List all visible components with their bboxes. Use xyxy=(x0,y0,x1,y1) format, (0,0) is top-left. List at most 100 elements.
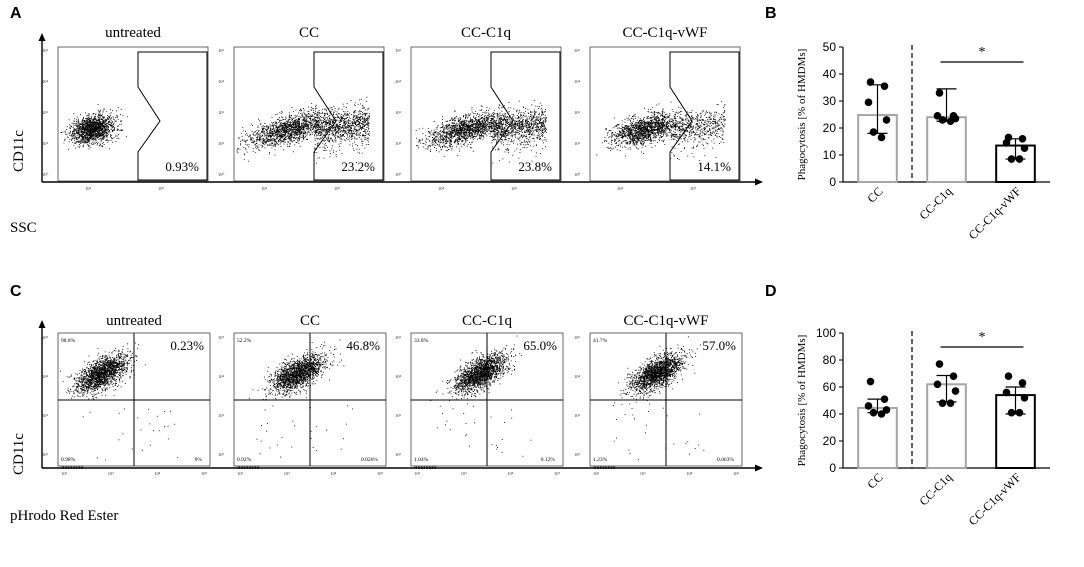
event-dot xyxy=(298,137,300,139)
event-dot xyxy=(261,146,263,148)
event-dot xyxy=(350,126,352,128)
event-dot xyxy=(262,138,264,140)
event-dot xyxy=(339,130,341,132)
event-dot xyxy=(259,150,261,151)
event-dot xyxy=(317,111,319,113)
event-dot xyxy=(84,140,86,142)
event-dot xyxy=(102,123,104,124)
event-dot xyxy=(93,126,95,128)
event-dot xyxy=(440,134,442,135)
event-dot xyxy=(309,134,311,136)
event-dot xyxy=(486,115,488,116)
event-dot xyxy=(475,132,477,134)
event-dot xyxy=(92,138,94,140)
event-dot xyxy=(425,144,427,146)
event-dot xyxy=(85,118,87,120)
event-dot xyxy=(491,131,493,133)
event-dot xyxy=(320,124,322,125)
event-dot xyxy=(351,138,353,140)
event-dot xyxy=(293,120,295,122)
event-dot xyxy=(86,130,88,131)
event-dot xyxy=(299,129,301,131)
event-dot xyxy=(329,134,331,135)
event-dot xyxy=(101,114,103,116)
event-dot xyxy=(449,133,450,135)
event-dot xyxy=(472,129,474,131)
event-dot xyxy=(318,120,319,121)
event-dot xyxy=(281,125,283,126)
event-dot xyxy=(308,124,310,126)
event-dot xyxy=(93,123,94,125)
event-dot xyxy=(252,132,254,134)
event-dot xyxy=(78,137,80,139)
event-dot xyxy=(68,119,70,121)
event-dot xyxy=(341,116,343,117)
event-dot xyxy=(104,121,106,123)
event-dot xyxy=(273,138,275,139)
event-dot xyxy=(289,134,291,136)
event-dot xyxy=(292,131,294,133)
event-dot xyxy=(298,124,300,126)
event-dot xyxy=(81,138,83,140)
event-dot xyxy=(101,129,103,130)
event-dot xyxy=(86,141,88,143)
event-dot xyxy=(97,127,99,129)
event-dot xyxy=(288,130,290,132)
event-dot xyxy=(300,125,302,127)
event-dot xyxy=(335,132,337,134)
event-dot xyxy=(92,125,94,126)
event-dot xyxy=(355,133,357,134)
event-dot xyxy=(290,135,292,137)
event-dot xyxy=(106,133,107,135)
event-dot xyxy=(331,106,333,108)
event-dot xyxy=(451,118,453,120)
event-dot xyxy=(464,130,465,132)
event-dot xyxy=(337,117,339,118)
event-dot xyxy=(475,127,477,129)
event-dot xyxy=(465,114,467,116)
event-dot xyxy=(318,115,320,117)
event-dot xyxy=(90,131,91,132)
event-dot xyxy=(314,138,316,139)
event-dot xyxy=(364,126,365,127)
event-dot xyxy=(79,129,81,131)
event-dot xyxy=(93,118,95,120)
event-dot xyxy=(472,139,474,140)
event-dot xyxy=(467,126,469,128)
event-dot xyxy=(303,135,304,136)
event-dot xyxy=(275,125,276,126)
event-dot xyxy=(482,114,484,115)
event-dot xyxy=(346,117,348,119)
event-dot xyxy=(95,134,97,136)
event-dot xyxy=(503,117,505,119)
event-dot xyxy=(482,122,483,124)
event-dot xyxy=(342,126,344,127)
event-dot xyxy=(279,131,281,133)
event-dot xyxy=(94,119,95,120)
event-dot xyxy=(359,118,361,120)
event-dot xyxy=(451,134,453,135)
event-dot xyxy=(287,134,289,136)
event-dot xyxy=(366,120,367,121)
event-dot xyxy=(282,134,284,136)
event-dot xyxy=(332,120,333,122)
event-dot xyxy=(320,113,322,115)
event-dot xyxy=(83,127,85,129)
event-dot xyxy=(451,125,453,127)
event-dot xyxy=(85,126,87,128)
event-dot xyxy=(295,133,297,135)
event-dot xyxy=(359,132,361,134)
event-dot xyxy=(325,130,327,132)
event-dot xyxy=(365,138,367,140)
event-dot xyxy=(281,134,283,136)
event-dot xyxy=(358,133,360,135)
event-dot xyxy=(108,127,109,128)
event-dot xyxy=(74,142,76,144)
x-tick-label: 10⁴ xyxy=(85,186,92,191)
event-dot xyxy=(285,130,287,132)
event-dot xyxy=(103,128,105,130)
event-dot xyxy=(463,131,465,133)
event-dot xyxy=(461,124,463,125)
event-dot xyxy=(369,131,370,133)
